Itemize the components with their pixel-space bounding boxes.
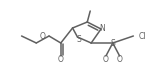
Text: N: N [99,24,105,32]
Text: O: O [103,56,109,64]
Text: O: O [39,32,45,41]
Text: O: O [58,56,64,64]
Text: Cl: Cl [138,32,146,41]
Text: O: O [117,56,123,64]
Text: S: S [76,35,81,43]
Text: S: S [110,38,115,48]
